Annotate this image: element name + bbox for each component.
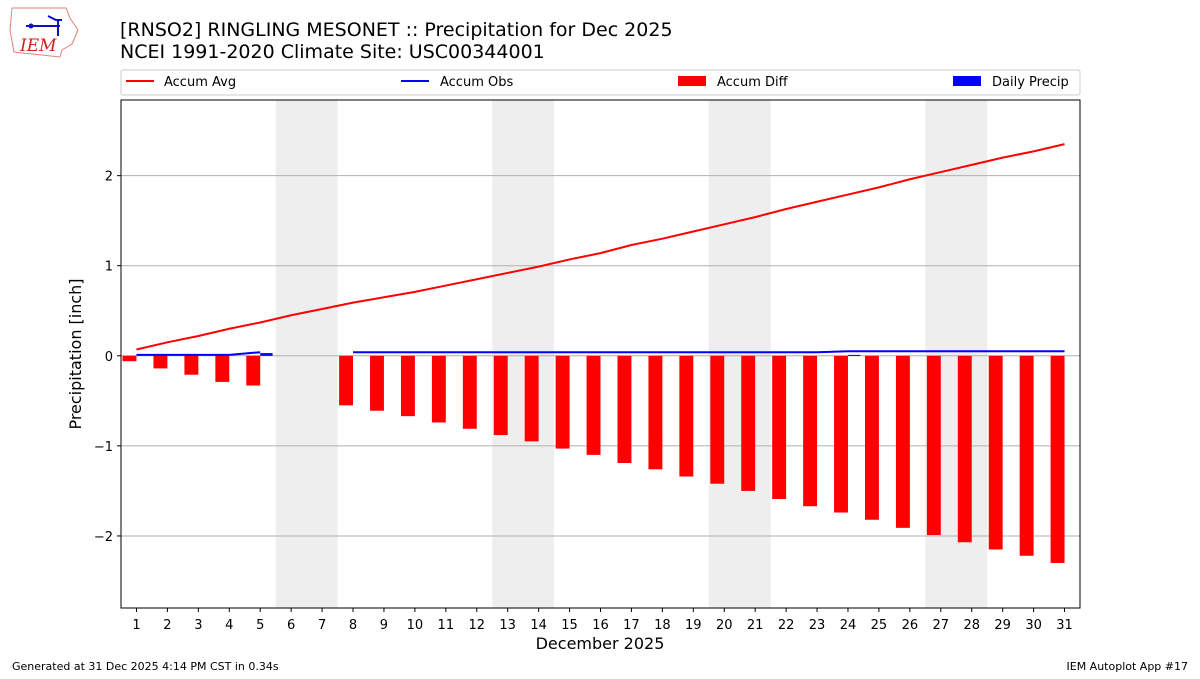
- accum-diff-bar: [834, 355, 848, 513]
- legend-accum-obs-label: Accum Obs: [440, 75, 513, 90]
- weekend-shade: [492, 100, 555, 608]
- x-tick-label: 4: [225, 618, 233, 633]
- x-tick-label: 10: [407, 618, 424, 633]
- chart-subtitle: NCEI 1991-2020 Climate Site: USC00344001: [120, 41, 545, 63]
- legend-accum-avg-label: Accum Avg: [164, 75, 236, 90]
- accum-diff-bar: [122, 355, 137, 362]
- legend-daily-precip-label: Daily Precip: [992, 75, 1069, 90]
- x-tick-label: 1: [132, 618, 140, 633]
- x-tick-label: 14: [530, 618, 547, 633]
- x-tick-label: 31: [1056, 618, 1073, 633]
- x-tick-label: 16: [592, 618, 609, 633]
- accum-diff-bar: [617, 355, 632, 463]
- x-tick-label: 13: [499, 618, 516, 633]
- x-tick-label: 30: [1025, 618, 1042, 633]
- accum-diff-bar: [741, 355, 756, 491]
- accum-diff-bar: [772, 355, 787, 500]
- x-tick-label: 8: [349, 618, 357, 633]
- footer-generated: Generated at 31 Dec 2025 4:14 PM CST in …: [12, 660, 279, 673]
- y-tick-label: −2: [94, 530, 113, 545]
- iem-logo: IEM: [9, 7, 79, 58]
- accum-diff-bar: [988, 355, 1003, 550]
- accum-diff-bar: [1019, 355, 1034, 556]
- accum-diff-bar: [895, 355, 910, 528]
- accum-diff-bar: [864, 355, 879, 520]
- accum-diff-bar: [462, 355, 477, 429]
- accum-diff-bar: [184, 355, 199, 375]
- accum-diff-bar: [339, 355, 354, 406]
- y-tick-label: 2: [105, 170, 113, 185]
- daily-precip-bar: [260, 353, 273, 356]
- accum-diff-bar: [153, 355, 168, 369]
- x-tick-label: 9: [380, 618, 388, 633]
- accum-diff-bar: [586, 355, 601, 455]
- footer-app: IEM Autoplot App #17: [1067, 660, 1189, 673]
- legend-accum-diff-swatch: [678, 76, 706, 86]
- accum-diff-bar: [524, 355, 539, 442]
- accum-diff-bar: [679, 355, 694, 477]
- x-tick-label: 24: [840, 618, 857, 633]
- x-tick-label: 17: [623, 618, 640, 633]
- x-tick-label: 28: [963, 618, 980, 633]
- x-tick-label: 27: [933, 618, 950, 633]
- x-axis-label: December 2025: [536, 634, 665, 653]
- accum-diff-bar: [1050, 355, 1065, 563]
- accum-diff-bar: [431, 355, 446, 423]
- x-tick-label: 5: [256, 618, 264, 633]
- accum-diff-bar: [648, 355, 663, 470]
- x-tick-label: 19: [685, 618, 702, 633]
- x-tick-label: 11: [438, 618, 455, 633]
- weekend-shade: [708, 100, 771, 608]
- accum-diff-bar: [710, 355, 725, 484]
- daily-precip-bar: [847, 354, 861, 356]
- chart-title: [RNSO2] RINGLING MESONET :: Precipitatio…: [120, 19, 673, 41]
- x-tick-label: 2: [163, 618, 171, 633]
- logo-text: IEM: [19, 36, 57, 56]
- x-tick-label: 22: [778, 618, 795, 633]
- weekend-shade: [275, 100, 338, 608]
- accum-diff-bar: [246, 355, 261, 386]
- x-tick-label: 12: [468, 618, 485, 633]
- y-tick-label: 1: [105, 260, 113, 275]
- legend-daily-precip-swatch: [953, 76, 981, 86]
- accum-obs-line: [136, 351, 261, 356]
- accum-diff-bar: [555, 355, 570, 449]
- legend-accum-diff-label: Accum Diff: [717, 75, 789, 90]
- x-tick-label: 18: [654, 618, 671, 633]
- accum-diff-bar: [215, 355, 230, 382]
- accum-obs-line: [353, 350, 1065, 354]
- accum-diff-bar: [370, 355, 384, 411]
- accum-diff-bar: [926, 355, 941, 536]
- x-tick-label: 20: [716, 618, 733, 633]
- legend: Accum Avg Accum Obs Accum Diff Daily Pre…: [120, 69, 1081, 96]
- x-tick-label: 25: [871, 618, 888, 633]
- x-tick-label: 7: [318, 618, 326, 633]
- x-tick-label: 26: [902, 618, 919, 633]
- accum-avg-line: [136, 143, 1065, 351]
- x-tick-label: 3: [194, 618, 202, 633]
- x-tick-label: 29: [994, 618, 1011, 633]
- y-axis-label: Precipitation [inch]: [66, 278, 85, 429]
- accum-diff-bar: [957, 355, 972, 543]
- accum-diff-bar: [493, 355, 508, 436]
- x-tick-label: 21: [747, 618, 764, 633]
- y-tick-label: −1: [94, 440, 113, 455]
- accum-diff-bar: [803, 355, 818, 507]
- x-tick-label: 6: [287, 618, 295, 633]
- accum-diff-bar: [400, 355, 415, 417]
- x-tick-label: 15: [561, 618, 578, 633]
- plot-frame: [120, 99, 1081, 609]
- x-tick-label: 23: [809, 618, 826, 633]
- y-tick-label: 0: [105, 350, 113, 365]
